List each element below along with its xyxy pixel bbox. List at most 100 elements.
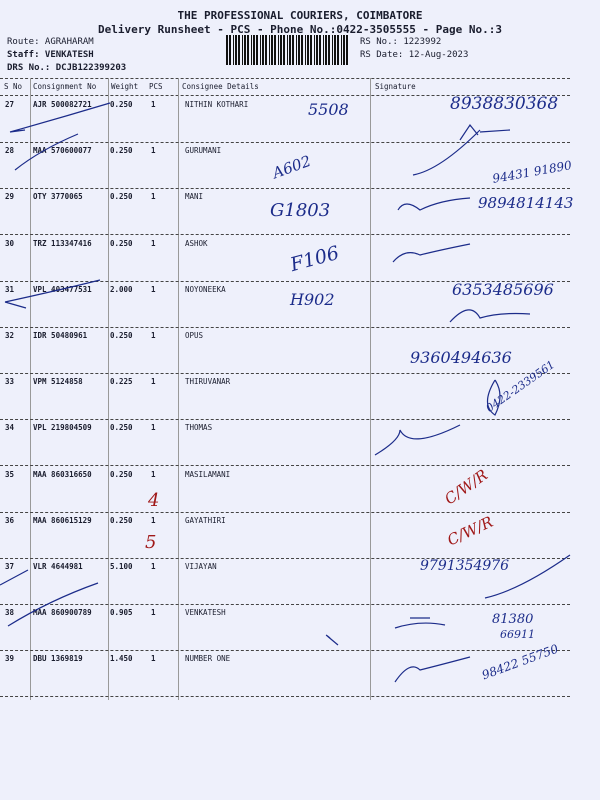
weight: 1.450 [110, 654, 133, 664]
column-divider [178, 78, 179, 700]
signature-icon [394, 656, 471, 683]
weight: 0.250 [110, 146, 133, 156]
serial-number: 27 [5, 100, 15, 109]
row-divider [0, 465, 570, 467]
signature-icon [374, 424, 461, 456]
serial-number: 37 [5, 562, 15, 571]
weight: 0.250 [110, 331, 133, 340]
consignment-number: AJR 500082721 [33, 100, 92, 109]
row-divider [0, 511, 570, 513]
pieces: 1 [151, 608, 156, 618]
table-row: 33 VPM 5124858 0.225 1 THIRUVANAR [0, 373, 570, 419]
consignee-name: MASILAMANI [185, 469, 231, 479]
weight: 0.250 [110, 192, 133, 202]
signature-icon [0, 569, 99, 627]
pieces: 1 [151, 100, 156, 109]
weight: 0.250 [110, 238, 133, 248]
consignment-number: TRZ 113347416 [33, 238, 92, 248]
divider [0, 78, 570, 79]
handwritten-phone: 9791354976 [420, 558, 510, 574]
table-row: 28 MAA 570600077 0.250 1 GURUMANI [0, 142, 570, 188]
handwritten-flat-number: 5508 [308, 100, 349, 119]
consignment-number: IDR 50480961 [33, 331, 88, 340]
pieces: 1 [151, 146, 156, 156]
column-divider [108, 78, 109, 700]
handwritten-flat-number: G1803 [270, 200, 331, 221]
consignee-name: NUMBER ONE [185, 654, 231, 664]
table-row: 34 VPL 219804509 0.250 1 THOMAS [0, 419, 570, 465]
serial-number: 32 [5, 331, 15, 340]
consignment-number: DBU 1369819 [33, 654, 83, 664]
rs-number: RS No.: 1223992 [360, 37, 442, 47]
table-row: 37 VLR 4644981 5.100 1 VIJAYAN [0, 558, 570, 604]
handwritten-phone: 81380 [492, 612, 534, 627]
signature-icon [4, 279, 101, 309]
pieces: 1 [151, 515, 156, 525]
handwritten-phone: 9894814143 [478, 194, 574, 212]
weight: 0.250 [110, 100, 133, 109]
table-row: 29 OTY 3770065 0.250 1 MANI [0, 188, 570, 234]
weight: 0.250 [110, 515, 133, 525]
consignee-name: NOYONEEKA [185, 284, 226, 294]
serial-number: 39 [5, 654, 15, 664]
row-divider [0, 650, 570, 652]
column-header-weight: Weight [111, 82, 139, 91]
handwritten-phone: 9360494636 [410, 348, 512, 367]
table-row: 38 MAA 860900789 0.905 1 VENKATESH [0, 604, 570, 650]
weight: 0.905 [110, 608, 133, 618]
signature-icon [484, 554, 571, 599]
weight: 0.225 [110, 377, 133, 387]
serial-number: 34 [5, 423, 15, 433]
signature-icon [394, 617, 446, 629]
pieces: 1 [151, 238, 156, 248]
row-divider [0, 696, 570, 698]
table-row: 36 MAA 860615129 0.250 1 GAYATHIRI [0, 512, 570, 558]
table-row: 30 TRZ 113347416 0.250 1 ASHOK [0, 235, 570, 281]
consignee-name: MANI [185, 192, 204, 202]
serial-number: 31 [5, 284, 15, 294]
handwritten-mark: 4 [148, 490, 160, 511]
signature-icon [397, 197, 471, 211]
document-title: THE PROFESSIONAL COURIERS, COIMBATORE [177, 9, 423, 22]
column-divider [30, 78, 31, 700]
consignee-name: THOMAS [185, 423, 213, 433]
table-row: 32 IDR 50480961 0.250 1 OPUS [0, 327, 570, 373]
column-header-pcs: PCS [149, 82, 163, 91]
row-divider [0, 373, 570, 374]
consignee-name: GURUMANI [185, 146, 222, 156]
handwritten-mark: 5 [145, 532, 157, 553]
consignment-number: MAA 570600077 [33, 146, 92, 156]
handwritten-flat-number: H902 [290, 290, 335, 309]
pieces: 1 [151, 284, 156, 294]
row-divider [0, 280, 570, 282]
column-divider [370, 78, 371, 700]
weight: 2.000 [110, 284, 133, 294]
signature-icon [449, 309, 531, 323]
consignee-name: GAYATHIRI [185, 515, 226, 525]
consignment-number: VPL 219804509 [33, 423, 92, 433]
consignment-number: VPM 5124858 [33, 377, 83, 387]
pieces: 1 [151, 423, 156, 433]
signature-icon [9, 102, 111, 133]
consignee-name: THIRUVANAR [185, 377, 231, 387]
serial-number: 35 [5, 469, 15, 479]
drs-number: DRS No.: DCJB122399203 [7, 63, 127, 73]
column-header-signature: Signature [375, 82, 416, 91]
rs-date: RS Date: 12-Aug-2023 [360, 50, 469, 60]
row-divider [0, 142, 570, 143]
document-subtitle: Delivery Runsheet - PCS - Phone No.:0422… [98, 23, 502, 36]
consignment-number: MAA 860900789 [33, 608, 92, 618]
signature-icon [486, 379, 501, 416]
column-header-consignee: Consignee Details [182, 82, 259, 91]
consignee-name: VIJAYAN [185, 562, 217, 571]
route-label: Route: AGRAHARAM [7, 37, 94, 47]
serial-number: 28 [5, 146, 15, 156]
table-row: 27 AJR 500082721 0.250 1 NITHIN KOTHARI [0, 96, 570, 142]
column-header-consignment: Consignment No [33, 82, 97, 91]
consignment-number: MAA 860316650 [33, 469, 92, 479]
consignee-name: VENKATESH [185, 608, 226, 618]
weight: 5.100 [110, 562, 133, 571]
row-divider [0, 326, 570, 328]
consignee-name: ASHOK [185, 238, 208, 248]
